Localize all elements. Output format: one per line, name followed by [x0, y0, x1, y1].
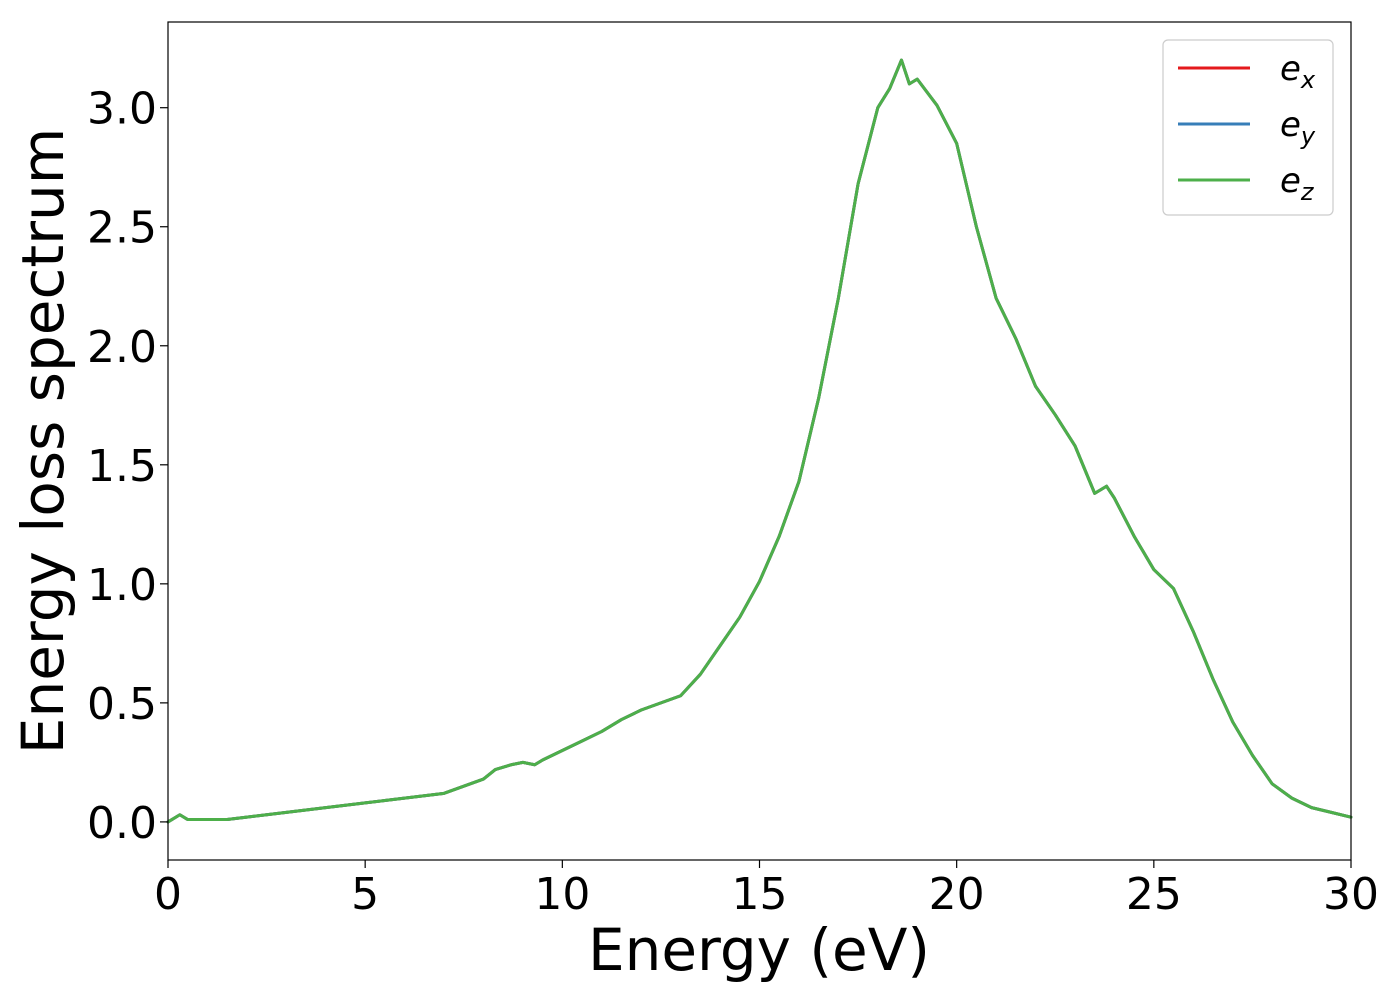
y-tick-label: 0.5 [87, 679, 157, 730]
y-axis-ticks: 0.0 0.5 1.0 1.5 2.0 2.5 3.0 [87, 84, 168, 849]
y-tick-label: 3.0 [87, 84, 157, 135]
y-tick-label: 0.0 [87, 798, 157, 849]
y-tick-label: 2.5 [87, 203, 157, 254]
x-tick-label: 25 [1126, 869, 1182, 920]
x-axis-ticks: 0 5 10 15 20 25 30 [154, 860, 1379, 920]
y-tick-label: 1.5 [87, 441, 157, 492]
series-line-ez [166, 58, 1353, 824]
legend-label-ez: ez [1280, 161, 1315, 206]
x-tick-label: 10 [534, 869, 590, 920]
y-tick-label: 1.0 [87, 560, 157, 611]
x-tick-label: 5 [351, 869, 379, 920]
x-tick-label: 30 [1323, 869, 1379, 920]
x-tick-label: 0 [154, 869, 182, 920]
legend: ex ey ez [1162, 39, 1334, 216]
y-axis-title: Energy loss spectrum [9, 128, 77, 754]
legend-label-ex: ex [1280, 49, 1316, 94]
y-tick-label: 2.0 [87, 322, 157, 373]
legend-label-ey: ey [1280, 105, 1316, 150]
series-layer [166, 58, 1353, 824]
x-tick-label: 20 [929, 869, 985, 920]
x-tick-label: 15 [732, 869, 788, 920]
x-axis-title: Energy (eV) [588, 916, 930, 984]
legend-box [1162, 39, 1334, 216]
